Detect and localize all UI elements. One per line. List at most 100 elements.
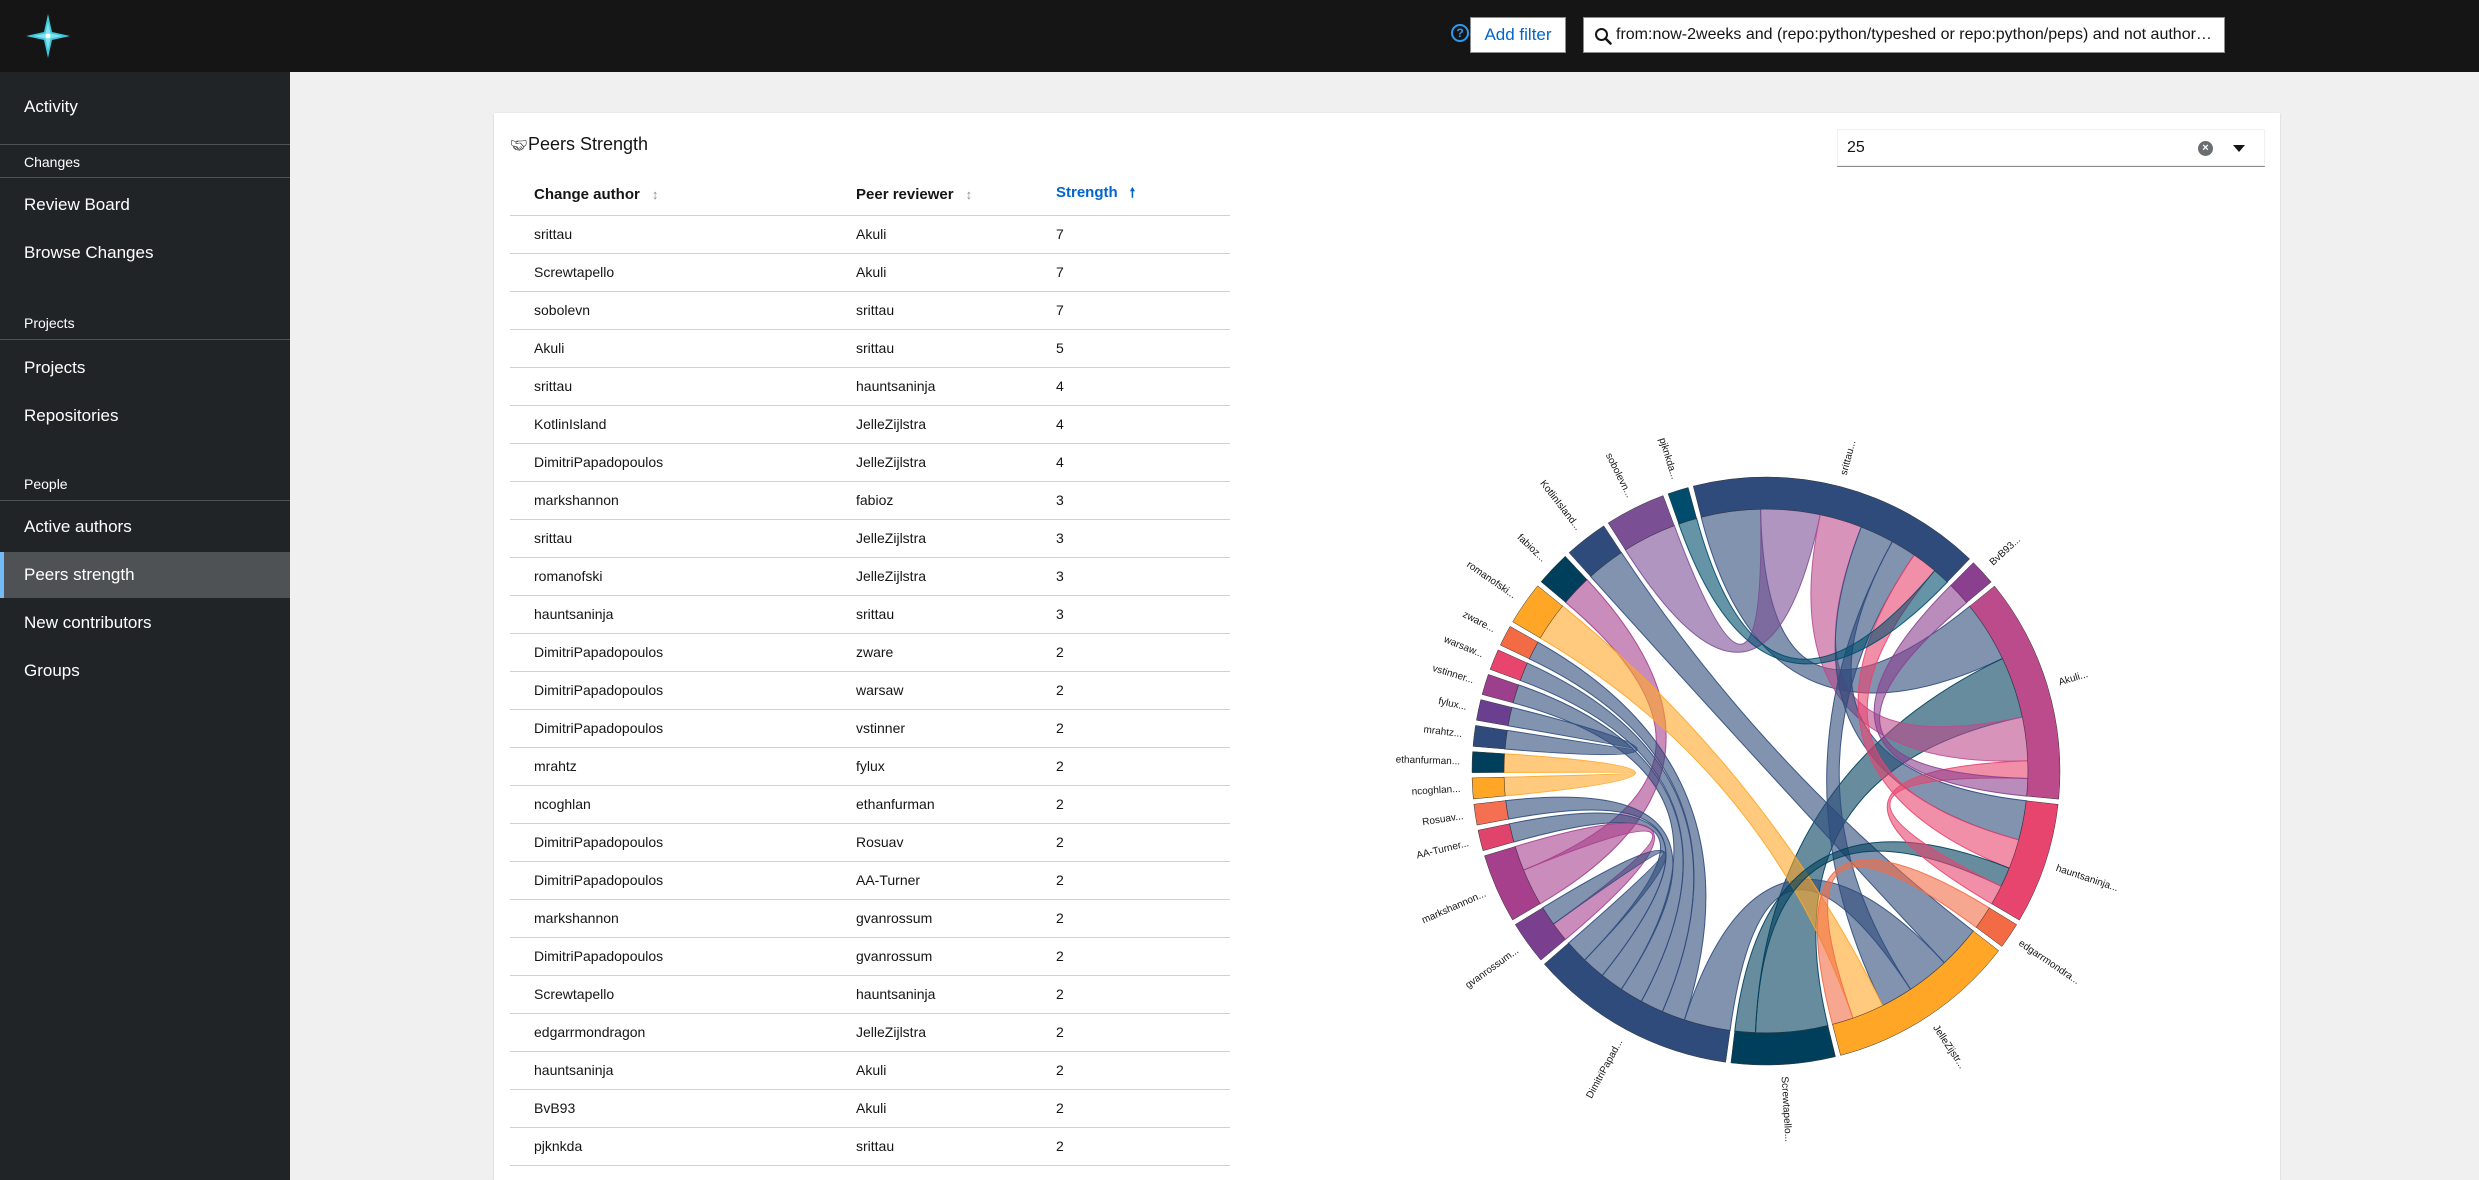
sidebar-section-changes: Changes — [0, 144, 290, 178]
cell-strength: 2 — [1032, 747, 1230, 786]
chord-group-arc[interactable] — [1471, 776, 1506, 800]
cell-peer-reviewer: warsaw — [832, 671, 1032, 710]
chord-group-arc[interactable] — [1832, 930, 2000, 1056]
chord-group-arc[interactable] — [1484, 846, 1541, 921]
cell-change-author: Akuli — [510, 329, 832, 368]
column-header-change-author[interactable]: Change author ↕ — [510, 175, 832, 216]
chord-group-arc[interactable] — [1481, 674, 1519, 704]
cell-peer-reviewer: JelleZijlstra — [832, 405, 1032, 444]
cell-peer-reviewer: gvanrossum — [832, 899, 1032, 938]
chord-group-label: ethanfurman... — [1396, 754, 1461, 767]
chord-group-arc[interactable] — [1514, 907, 1566, 961]
cell-peer-reviewer: srittau — [832, 1127, 1032, 1166]
sidebar-section-projects: Projects — [0, 306, 290, 340]
sort-icon[interactable]: ↕ — [965, 187, 973, 203]
cell-strength: 7 — [1032, 291, 1230, 330]
chord-group-label: KotlinIsland... — [1537, 478, 1582, 532]
cell-change-author: sobolevn — [510, 291, 832, 330]
table-row: Screwtapello Akuli 7 — [510, 253, 1230, 292]
cell-change-author: hauntsaninja — [510, 1051, 832, 1090]
sidebar-section-people: People — [0, 467, 290, 501]
cell-peer-reviewer: srittau — [832, 291, 1032, 330]
chord-group-arc[interactable] — [1476, 699, 1513, 727]
chord-group-arc[interactable] — [1568, 525, 1622, 577]
limit-select-value: 25 — [1847, 139, 1865, 156]
sidebar-item-peers-strength[interactable]: Peers strength — [0, 552, 290, 598]
sort-ascending-icon[interactable]: 🠕 — [1129, 184, 1136, 200]
cell-strength: 2 — [1032, 861, 1230, 900]
help-icon[interactable]: ? — [1451, 24, 1469, 42]
sidebar-item-repositories[interactable]: Repositories — [24, 406, 119, 425]
chord-group-arc[interactable] — [1472, 725, 1508, 750]
table-row: srittau hauntsaninja 4 — [510, 367, 1230, 406]
cell-peer-reviewer: vstinner — [832, 709, 1032, 748]
chord-group-label: warsaw... — [1441, 634, 1485, 660]
chord-group-label: Screwtapello... — [1779, 1076, 1794, 1142]
chord-group-arc[interactable] — [1692, 476, 1970, 583]
chord-group-arc[interactable] — [1540, 555, 1588, 603]
chord-group-arc[interactable] — [1991, 800, 2059, 921]
chord-group-arc[interactable] — [1607, 495, 1675, 551]
chord-group-arc[interactable] — [1730, 1025, 1836, 1066]
table-row: DimitriPapadopoulos gvanrossum 2 — [510, 937, 1230, 976]
chord-group-arc[interactable] — [1499, 626, 1539, 660]
table-row: hauntsaninja srittau 3 — [510, 595, 1230, 634]
add-filter-button[interactable]: Add filter — [1470, 17, 1566, 53]
chord-group-arc[interactable] — [1471, 751, 1505, 773]
cell-strength: 2 — [1032, 1127, 1230, 1166]
chord-group-arc[interactable] — [1969, 585, 2061, 800]
peers-table: Change author ↕ Peer reviewer ↕ Strength 🠕 … — [510, 175, 1230, 1166]
sidebar-item-active-authors[interactable]: Active authors — [24, 517, 132, 536]
chord-group-arc[interactable] — [1667, 487, 1697, 525]
column-header-strength[interactable]: Strength 🠕 — [1032, 175, 1230, 216]
chord-group-label: fylux... — [1437, 696, 1468, 713]
chord-group-label: hauntsaninja... — [2054, 863, 2119, 894]
chord-group-arc[interactable] — [1950, 562, 1992, 603]
column-header-peer-reviewer[interactable]: Peer reviewer ↕ — [832, 175, 1032, 216]
cell-peer-reviewer: fylux — [832, 747, 1032, 786]
brand-logo-icon[interactable] — [26, 14, 70, 58]
limit-select[interactable]: 25 × — [1837, 129, 2265, 167]
sidebar-item-new-contributors[interactable]: New contributors — [24, 613, 152, 632]
cell-strength: 4 — [1032, 443, 1230, 482]
chord-group-arc[interactable] — [1489, 649, 1528, 681]
cell-peer-reviewer: Akuli — [832, 253, 1032, 292]
table-row: DimitriPapadopoulos Rosuav 2 — [510, 823, 1230, 862]
cell-strength: 2 — [1032, 823, 1230, 862]
chord-group-arc[interactable] — [1975, 907, 2018, 947]
sidebar-item-projects[interactable]: Projects — [24, 358, 86, 377]
sidebar-item-groups[interactable]: Groups — [24, 661, 80, 680]
chord-group-label: ncoghlan... — [1411, 784, 1461, 798]
chord-link[interactable] — [1810, 514, 2029, 762]
chord-group-arc[interactable] — [1473, 800, 1509, 826]
table-row: markshannon gvanrossum 2 — [510, 899, 1230, 938]
cell-change-author: DimitriPapadopoulos — [510, 709, 832, 748]
chord-group-label: edgarrmondra... — [2016, 938, 2081, 987]
chord-group-arc[interactable] — [1512, 585, 1563, 639]
clear-icon[interactable]: × — [2198, 141, 2213, 156]
cell-strength: 2 — [1032, 1051, 1230, 1090]
chord-group-label: Rosuav... — [1422, 811, 1465, 828]
cell-change-author: DimitriPapadopoulos — [510, 937, 832, 976]
cell-change-author: DimitriPapadopoulos — [510, 823, 832, 862]
caret-down-icon[interactable] — [2233, 145, 2245, 152]
chord-group-label: mrahtz... — [1423, 724, 1463, 740]
search-icon — [1595, 28, 1612, 45]
table-row: mrahtz fylux 2 — [510, 747, 1230, 786]
table-row: edgarrmondragon JelleZijlstra 2 — [510, 1013, 1230, 1052]
sidebar-item-review-board[interactable]: Review Board — [24, 195, 130, 214]
sidebar-item-activity[interactable]: Activity — [24, 97, 78, 116]
chord-group-arc[interactable] — [1477, 823, 1515, 852]
sidebar-item-browse-changes[interactable]: Browse Changes — [24, 243, 154, 262]
cell-peer-reviewer: ethanfurman — [832, 785, 1032, 824]
chord-group-label: vstinner... — [1431, 663, 1475, 686]
cell-strength: 2 — [1032, 975, 1230, 1014]
cell-change-author: Screwtapello — [510, 253, 832, 292]
sort-icon[interactable]: ↕ — [651, 187, 659, 203]
cell-change-author: BvB93 — [510, 1089, 832, 1128]
card-title: 🤝︎Peers Strength — [510, 131, 648, 157]
chord-group-arc[interactable] — [1543, 942, 1731, 1063]
cell-strength: 4 — [1032, 367, 1230, 406]
chord-link[interactable] — [1503, 753, 1636, 797]
search-query-input[interactable]: from:now-2weeks and (repo:python/typeshe… — [1583, 17, 2225, 53]
